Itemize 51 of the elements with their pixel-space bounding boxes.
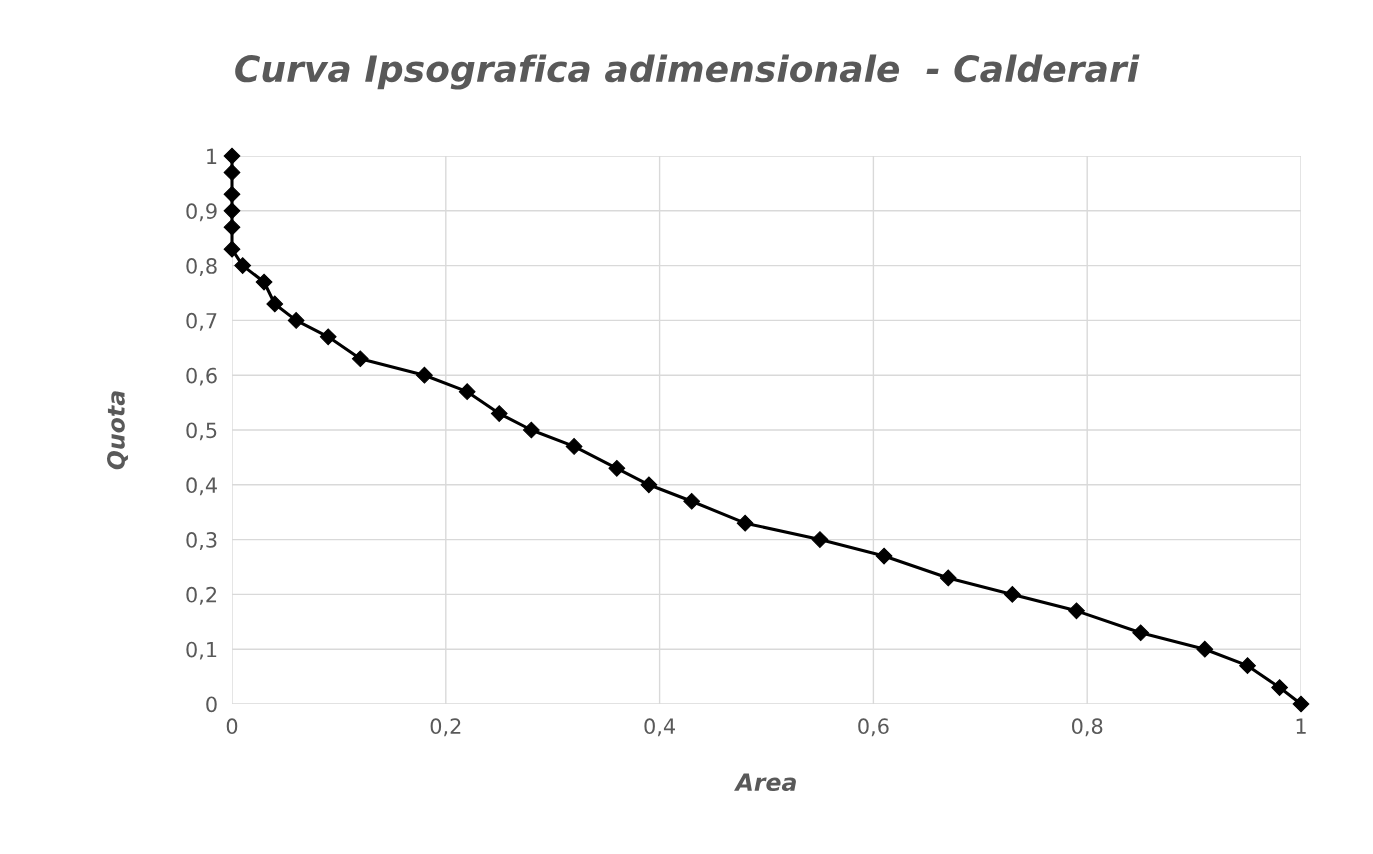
point <box>234 257 252 274</box>
point <box>223 240 241 258</box>
y-tick-label: 0,1 <box>186 641 217 660</box>
point <box>319 328 337 346</box>
point <box>1132 624 1150 642</box>
x-tick-label: 1 <box>1296 718 1306 734</box>
y-tick-label: 0,3 <box>186 532 217 550</box>
point <box>1271 679 1288 696</box>
point <box>490 405 508 422</box>
y-tick-label: 0,8 <box>186 258 217 276</box>
point <box>416 366 433 384</box>
x-tick-label: 0,8 <box>1072 718 1103 737</box>
point <box>1068 602 1085 620</box>
point <box>640 476 658 494</box>
point <box>736 514 754 532</box>
point <box>223 185 241 203</box>
point <box>255 273 273 291</box>
y-tick-label: 0,4 <box>186 477 217 496</box>
point <box>565 438 583 455</box>
point <box>811 531 829 548</box>
y-tick-label: 0 <box>206 696 217 713</box>
y-axis-title: Quota <box>106 391 128 470</box>
x-tick-label: 0,4 <box>644 718 675 737</box>
y-tick-label: 0,5 <box>186 422 217 441</box>
point <box>223 147 241 165</box>
point <box>1292 695 1310 713</box>
y-tick-label: 0,2 <box>186 586 217 605</box>
point <box>1196 640 1214 658</box>
point <box>608 459 626 477</box>
point <box>223 202 241 220</box>
x-axis-title: Area <box>734 773 796 792</box>
x-tick-label: 0 <box>226 718 238 735</box>
point <box>522 421 540 439</box>
y-tick-label: 1 <box>207 148 217 164</box>
point <box>939 569 957 587</box>
x-tick-label: 0,2 <box>430 718 461 737</box>
point <box>1003 586 1021 603</box>
point <box>683 492 701 510</box>
point <box>287 312 305 329</box>
point <box>351 350 369 368</box>
x-tick-label: 0,6 <box>858 718 889 737</box>
point <box>458 383 476 401</box>
point <box>223 218 241 236</box>
point <box>266 295 284 313</box>
y-tick-label: 0,9 <box>186 203 217 222</box>
point <box>223 164 241 181</box>
y-tick-label: 0,7 <box>186 312 217 331</box>
point <box>875 547 893 565</box>
chart-title: Curva Ipsografica adimensionale - Calderari <box>235 54 1140 90</box>
y-tick-label: 0,6 <box>186 367 217 386</box>
point <box>1239 657 1256 675</box>
